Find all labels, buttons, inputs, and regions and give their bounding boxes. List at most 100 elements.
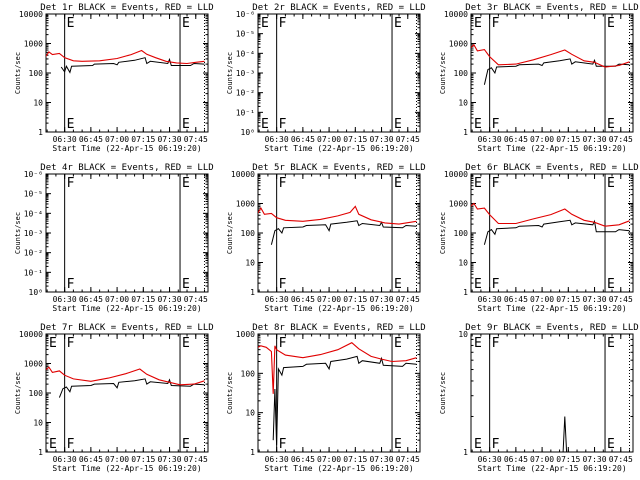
x-tick-label: 07:45 <box>184 455 208 464</box>
y-tick-label: 1 <box>38 448 43 457</box>
x-tick-label: 06:30 <box>265 295 289 304</box>
y-tick-label: 10000 <box>444 10 468 19</box>
series-lld-line <box>258 205 417 225</box>
y-tick-label: 1000 <box>449 40 468 49</box>
plot-frame <box>257 13 421 133</box>
panel-det-1: Det 1r BLACK = Events, RED = LLD 1 10 100 10… <box>14 3 214 153</box>
y-tick-label: 10 <box>245 409 255 418</box>
y-tick-label: 1 <box>250 288 255 297</box>
y-axis-title: Counts/sec <box>226 372 234 414</box>
y-tick-label: 1 <box>38 128 43 137</box>
series-lld-line <box>46 366 205 386</box>
x-tick-label: 07:30 <box>157 295 181 304</box>
y-tick-label: 10⁻¹ <box>236 108 255 117</box>
y-tick-label: 10⁻⁶ <box>24 170 43 179</box>
event-marker-label: E <box>394 277 402 292</box>
event-marker-label: E <box>261 16 269 31</box>
event-marker-label: F <box>67 336 75 351</box>
x-tick-label: 07:30 <box>582 455 606 464</box>
y-axis-title: Counts/sec <box>14 212 22 254</box>
x-tick-label: 06:30 <box>478 455 502 464</box>
y-tick-label: 10⁻⁴ <box>236 49 255 58</box>
panel-det-6: Det 6r BLACK = Events, RED = LLD 1 10 100 10… <box>439 163 639 313</box>
series-lld-line <box>46 49 205 65</box>
panel-title: Det 9r BLACK = Events, RED = LLD <box>465 323 638 333</box>
y-tick-label: 10⁻³ <box>236 69 255 78</box>
series-lld-line <box>471 202 630 227</box>
x-axis-title: Start Time (22-Apr-15 06:19:20) <box>477 144 626 153</box>
x-tick-label: 06:30 <box>478 295 502 304</box>
event-marker-label: E <box>182 117 190 132</box>
y-tick-label: 10⁻⁵ <box>24 190 43 199</box>
plot-frame <box>257 333 421 453</box>
event-marker-label: E <box>607 176 615 191</box>
x-tick-label: 06:45 <box>291 135 315 144</box>
x-axis-title: Start Time (22-Apr-15 06:19:20) <box>264 144 413 153</box>
event-marker-label: E <box>474 277 482 292</box>
plot-frame <box>45 173 209 293</box>
event-marker-label: E <box>394 16 402 31</box>
event-marker-label: E <box>182 336 190 351</box>
y-tick-label: 10000 <box>19 330 43 339</box>
panel-title: Det 8r BLACK = Events, RED = LLD <box>252 323 425 333</box>
x-axis-title: Start Time (22-Apr-15 06:19:20) <box>264 304 413 313</box>
y-axis-title: Counts/sec <box>226 212 234 254</box>
y-tick-label: 1000 <box>236 200 255 209</box>
event-marker-label: E <box>67 117 75 132</box>
plot-frame <box>45 333 209 453</box>
series-events-line <box>270 220 417 245</box>
event-marker-label: E <box>49 336 57 351</box>
event-marker-label: E <box>394 117 402 132</box>
event-marker-label: E <box>607 117 615 132</box>
event-marker-label: F <box>279 16 287 31</box>
x-tick-label: 07:45 <box>396 135 420 144</box>
x-tick-label: 07:15 <box>343 455 367 464</box>
event-marker-label: F <box>67 277 75 292</box>
event-marker-label: E <box>607 336 615 351</box>
x-tick-label: 07:15 <box>556 135 580 144</box>
y-tick-label: 10⁻⁵ <box>236 30 255 39</box>
series-events-line <box>58 378 205 398</box>
y-axis-title: Counts/sec <box>226 52 234 94</box>
x-tick-label: 07:45 <box>396 455 420 464</box>
x-tick-label: 07:45 <box>184 135 208 144</box>
y-tick-label: 10⁻⁶ <box>236 10 255 19</box>
x-tick-label: 07:00 <box>317 295 341 304</box>
event-marker-label: F <box>279 277 287 292</box>
x-axis-title: Start Time (22-Apr-15 06:19:20) <box>52 464 201 473</box>
panel-title: Det 6r BLACK = Events, RED = LLD <box>465 163 638 173</box>
y-tick-label: 100 <box>454 69 469 78</box>
event-marker-label: E <box>182 176 190 191</box>
y-tick-label: 1000 <box>24 360 43 369</box>
panel-title: Det 2r BLACK = Events, RED = LLD <box>252 3 425 13</box>
series-events-line <box>483 58 630 85</box>
y-tick-label: 1 <box>463 128 468 137</box>
y-tick-label: 1000 <box>24 40 43 49</box>
series-events-line <box>562 416 568 452</box>
panel-det-3: Det 3r BLACK = Events, RED = LLD 1 10 100 10… <box>439 3 639 153</box>
event-marker-label: F <box>492 176 500 191</box>
panel-title: Det 5r BLACK = Events, RED = LLD <box>252 163 425 173</box>
x-tick-label: 07:15 <box>343 295 367 304</box>
x-tick-label: 06:45 <box>79 455 103 464</box>
event-marker-label: F <box>67 176 75 191</box>
event-marker-label: E <box>394 176 402 191</box>
panel-title: Det 3r BLACK = Events, RED = LLD <box>465 3 638 13</box>
x-tick-label: 06:45 <box>291 455 315 464</box>
panel-det-5: Det 5r BLACK = Events, RED = LLD 1 10 100 10… <box>226 163 426 313</box>
x-tick-label: 07:15 <box>556 455 580 464</box>
plot-frame <box>45 13 209 133</box>
panel-title: Det 4r BLACK = Events, RED = LLD <box>40 163 213 173</box>
y-tick-label: 10⁰ <box>29 288 43 297</box>
event-marker-label: E <box>182 277 190 292</box>
event-marker-label: F <box>67 437 75 452</box>
y-tick-label: 10⁰ <box>241 128 255 137</box>
x-tick-label: 07:30 <box>157 135 181 144</box>
event-marker-label: E <box>474 336 482 351</box>
y-axis-title: Counts/sec <box>14 52 22 94</box>
panel-title: Det 1r BLACK = Events, RED = LLD <box>40 3 213 13</box>
x-tick-label: 06:30 <box>265 135 289 144</box>
y-axis-title: Counts/sec <box>14 372 22 414</box>
x-tick-label: 06:45 <box>79 135 103 144</box>
event-marker-label: F <box>492 16 500 31</box>
